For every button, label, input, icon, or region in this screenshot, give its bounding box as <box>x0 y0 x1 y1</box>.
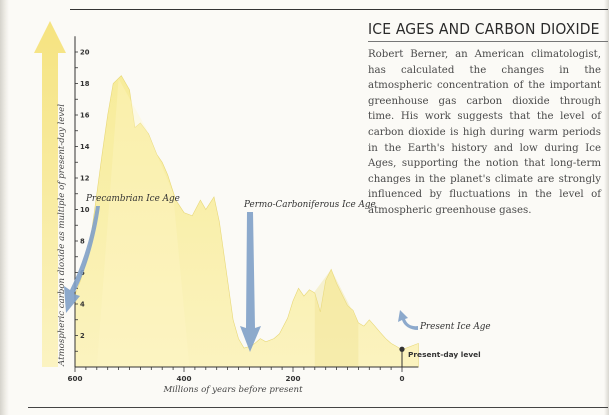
area-highlight <box>96 78 190 368</box>
page-edge-shadow-right <box>604 0 609 415</box>
y-tick-label: 16 <box>80 112 90 120</box>
y-tick-label: 10 <box>80 206 90 214</box>
y-tick-label: 14 <box>80 143 90 151</box>
annotation-permo-carboniferous: Permo-Carboniferous Ice Age <box>243 200 376 210</box>
present-day-level-dot <box>399 346 405 352</box>
annotation-present-day-level: Present-day level <box>408 350 481 359</box>
bottom-rule <box>28 407 608 408</box>
permo-carboniferous-arrow <box>240 212 261 352</box>
present-ice-age-arrow <box>398 310 418 330</box>
article-body: Robert Berner, an American climatologist… <box>368 49 601 216</box>
y-tick-label: 12 <box>80 175 90 183</box>
page-edge-shadow-left <box>0 0 9 415</box>
y-tick-label: 18 <box>80 80 90 88</box>
x-tick-label: 400 <box>176 374 191 383</box>
y-tick-label: 8 <box>80 238 85 246</box>
x-tick-group: 600 400 200 0 <box>67 367 405 383</box>
y-axis-big-arrow <box>34 21 66 367</box>
article-title: ICE AGES AND CARBON DIOXIDE <box>368 20 600 38</box>
x-tick-label: 600 <box>67 374 82 383</box>
x-axis-title: Millions of years before present <box>162 385 303 395</box>
area-layer <box>74 75 419 368</box>
y-tick-label: 2 <box>80 332 85 340</box>
co2-area <box>74 75 419 368</box>
title-underline <box>368 41 608 42</box>
annotation-layer <box>64 206 418 367</box>
y-axis-title: Atmospheric carbon dioxide as multiple o… <box>57 104 67 367</box>
top-rule <box>70 9 608 10</box>
x-tick-label: 0 <box>399 374 404 383</box>
annotation-precambrian: Precambrian Ice Age <box>85 194 180 204</box>
y-tick-label: 20 <box>80 49 90 57</box>
x-tick-label: 200 <box>285 374 300 383</box>
area-shade <box>314 269 359 367</box>
y-tick-label: 4 <box>80 301 85 309</box>
annotation-present-ice-age: Present Ice Age <box>419 322 491 332</box>
precambrian-arrow <box>64 206 100 313</box>
